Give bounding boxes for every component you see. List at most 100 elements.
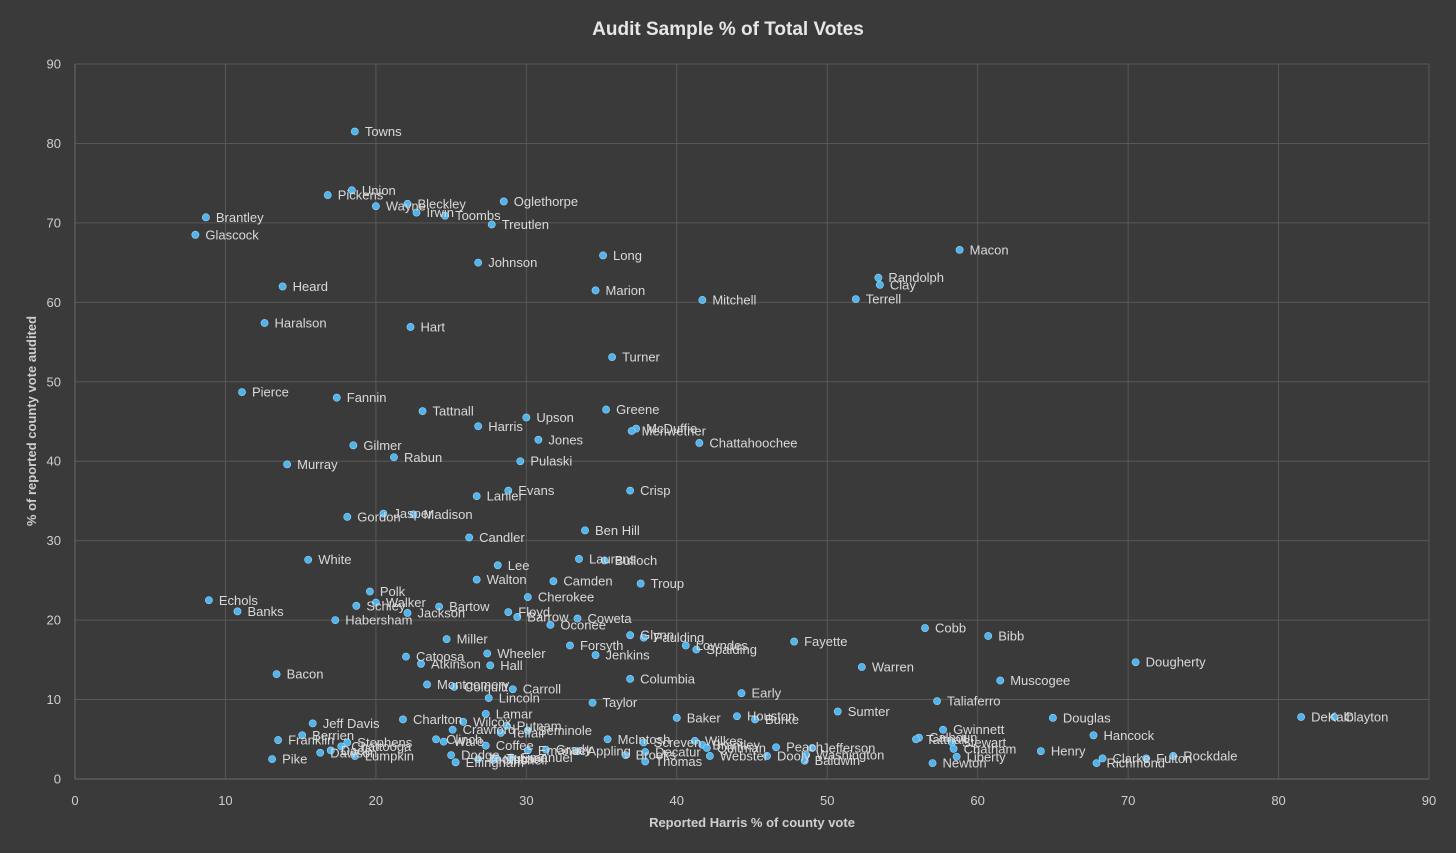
data-point [1297,713,1306,721]
y-tick-label: 20 [47,613,61,628]
data-point-label: Pike [282,752,307,767]
data-point-label: Lumpkin [365,748,414,763]
data-point [487,220,496,229]
data-point-label: Washington [816,748,884,763]
data-point-label: Calhoun [929,730,977,745]
data-point-label: McDuffie [646,421,697,436]
y-tick-label: 60 [47,295,61,310]
data-point-label: Clinch [446,732,482,747]
data-point-label: Union [362,183,396,198]
data-point-label: Laurens [589,551,636,566]
x-tick-label: 10 [218,793,232,808]
data-point [566,641,574,650]
data-point-label: Camden [563,574,612,589]
data-point-label: Henry [1051,744,1086,759]
data-point-label: DeKalb [1311,710,1354,725]
data-point [406,323,415,331]
data-point [522,413,531,422]
data-point-label: Mitchell [712,292,756,307]
data-point-label: Jefferson [822,741,875,756]
data-point [371,202,380,211]
data-point-label: Toombs [455,208,501,223]
x-tick-label: 70 [1121,793,1135,808]
data-point-label: Peach [786,740,823,755]
data-point [857,663,866,671]
data-point [808,744,817,752]
data-point [534,435,543,444]
data-point [459,717,468,726]
data-point-label: Putnam [517,718,562,733]
data-point [546,620,555,629]
data-point-label: Ben Hill [595,523,640,538]
data-point [603,735,612,744]
data-point-label: Mitchell [503,752,547,767]
data-point [928,759,937,768]
data-point [573,747,582,756]
data-point [1092,759,1101,768]
data-point [541,745,550,754]
data-point-label: White [318,552,351,567]
data-point-label: Richmond [1107,756,1166,771]
data-point [949,744,958,753]
data-point [600,556,609,565]
data-point [347,186,356,195]
data-point [326,746,335,755]
data-point [636,579,645,588]
data-point-label: Atkinson [431,656,481,671]
data-point-label: Candler [479,530,525,545]
data-point-label: Crisp [640,483,670,498]
x-tick-label: 0 [71,793,78,808]
data-point-label: Towns [365,124,402,139]
data-point [912,735,920,744]
data-point [681,641,690,650]
data-point-label: Bleckley [417,196,466,211]
data-point [639,633,648,642]
data-point [435,602,443,611]
data-point [474,422,483,431]
data-point [417,659,425,668]
data-point [952,752,961,761]
y-tick-label: 40 [47,454,61,469]
data-point-label: Dade [341,743,372,758]
data-point-label: Baldwin [815,753,861,768]
data-point-label: Habersham [345,613,412,628]
data-point-label: Glascock [205,227,259,242]
data-point-label: Upson [536,410,574,425]
data-point-label: Banks [247,604,284,619]
data-point [523,726,532,735]
data-point [608,353,616,362]
data-point-label: Hancock [1104,728,1155,743]
data-point [507,753,516,762]
data-point [851,295,860,304]
data-point [1098,754,1107,763]
data-point [702,744,711,752]
data-point [451,758,460,767]
axis-ticks: 0 10 20 30 40 50 60 70 80 90 0 10 20 30 40 50 60 70 80 90 [47,57,1437,809]
data-point [332,393,341,402]
data-point [523,593,532,601]
data-point [365,587,374,596]
data-point-label: Lanier [487,489,524,504]
data-point [639,738,648,747]
data-point [575,555,583,563]
data-point [504,608,513,617]
data-point-label: Barrow [527,609,569,624]
data-point [874,273,883,282]
data-point [343,512,352,521]
data-point-label: Coffee [496,738,534,753]
y-tick-label: 90 [47,57,61,72]
data-point [499,197,508,206]
data-point [599,251,607,260]
data-point [591,286,600,295]
data-point [331,616,340,625]
data-point-label: Turner [506,751,544,766]
data-point [472,575,481,584]
data-point-label: Early [751,686,781,701]
data-point [441,211,449,220]
data-point [472,492,481,501]
data-point-label: Houston [747,709,795,724]
gridlines [74,63,1430,780]
data-point [502,721,511,730]
data-point [800,756,809,765]
